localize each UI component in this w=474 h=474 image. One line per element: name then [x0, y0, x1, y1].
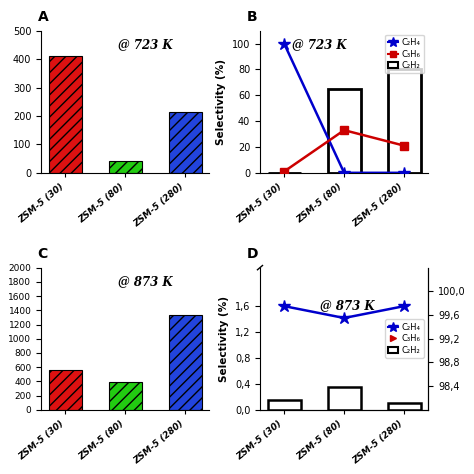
- Bar: [109, 162, 142, 173]
- Text: @ 873 K: @ 873 K: [118, 275, 173, 288]
- Bar: [109, 382, 142, 410]
- Bar: [388, 403, 420, 410]
- Y-axis label: Selectivity (%): Selectivity (%): [219, 296, 229, 382]
- Text: A: A: [38, 9, 48, 24]
- Text: B: B: [246, 9, 257, 24]
- Bar: [268, 400, 301, 410]
- Y-axis label: Selectivity (%): Selectivity (%): [216, 59, 226, 145]
- Bar: [388, 69, 420, 173]
- Bar: [49, 370, 82, 410]
- Text: D: D: [246, 246, 258, 261]
- Text: @ 723 K: @ 723 K: [118, 38, 173, 51]
- Text: C: C: [38, 246, 48, 261]
- Legend: C₂H₄, C₃H₆, C₂H₂: C₂H₄, C₃H₆, C₂H₂: [385, 35, 424, 73]
- Bar: [49, 56, 82, 173]
- Text: @ 873 K: @ 873 K: [320, 299, 375, 312]
- Bar: [169, 315, 202, 410]
- Bar: [328, 89, 361, 173]
- Bar: [169, 112, 202, 173]
- Legend: C₂H₄, C₃H₆, C₂H₂: C₂H₄, C₃H₆, C₂H₂: [385, 319, 424, 358]
- Text: @ 723 K: @ 723 K: [292, 38, 346, 51]
- Bar: [328, 387, 361, 410]
